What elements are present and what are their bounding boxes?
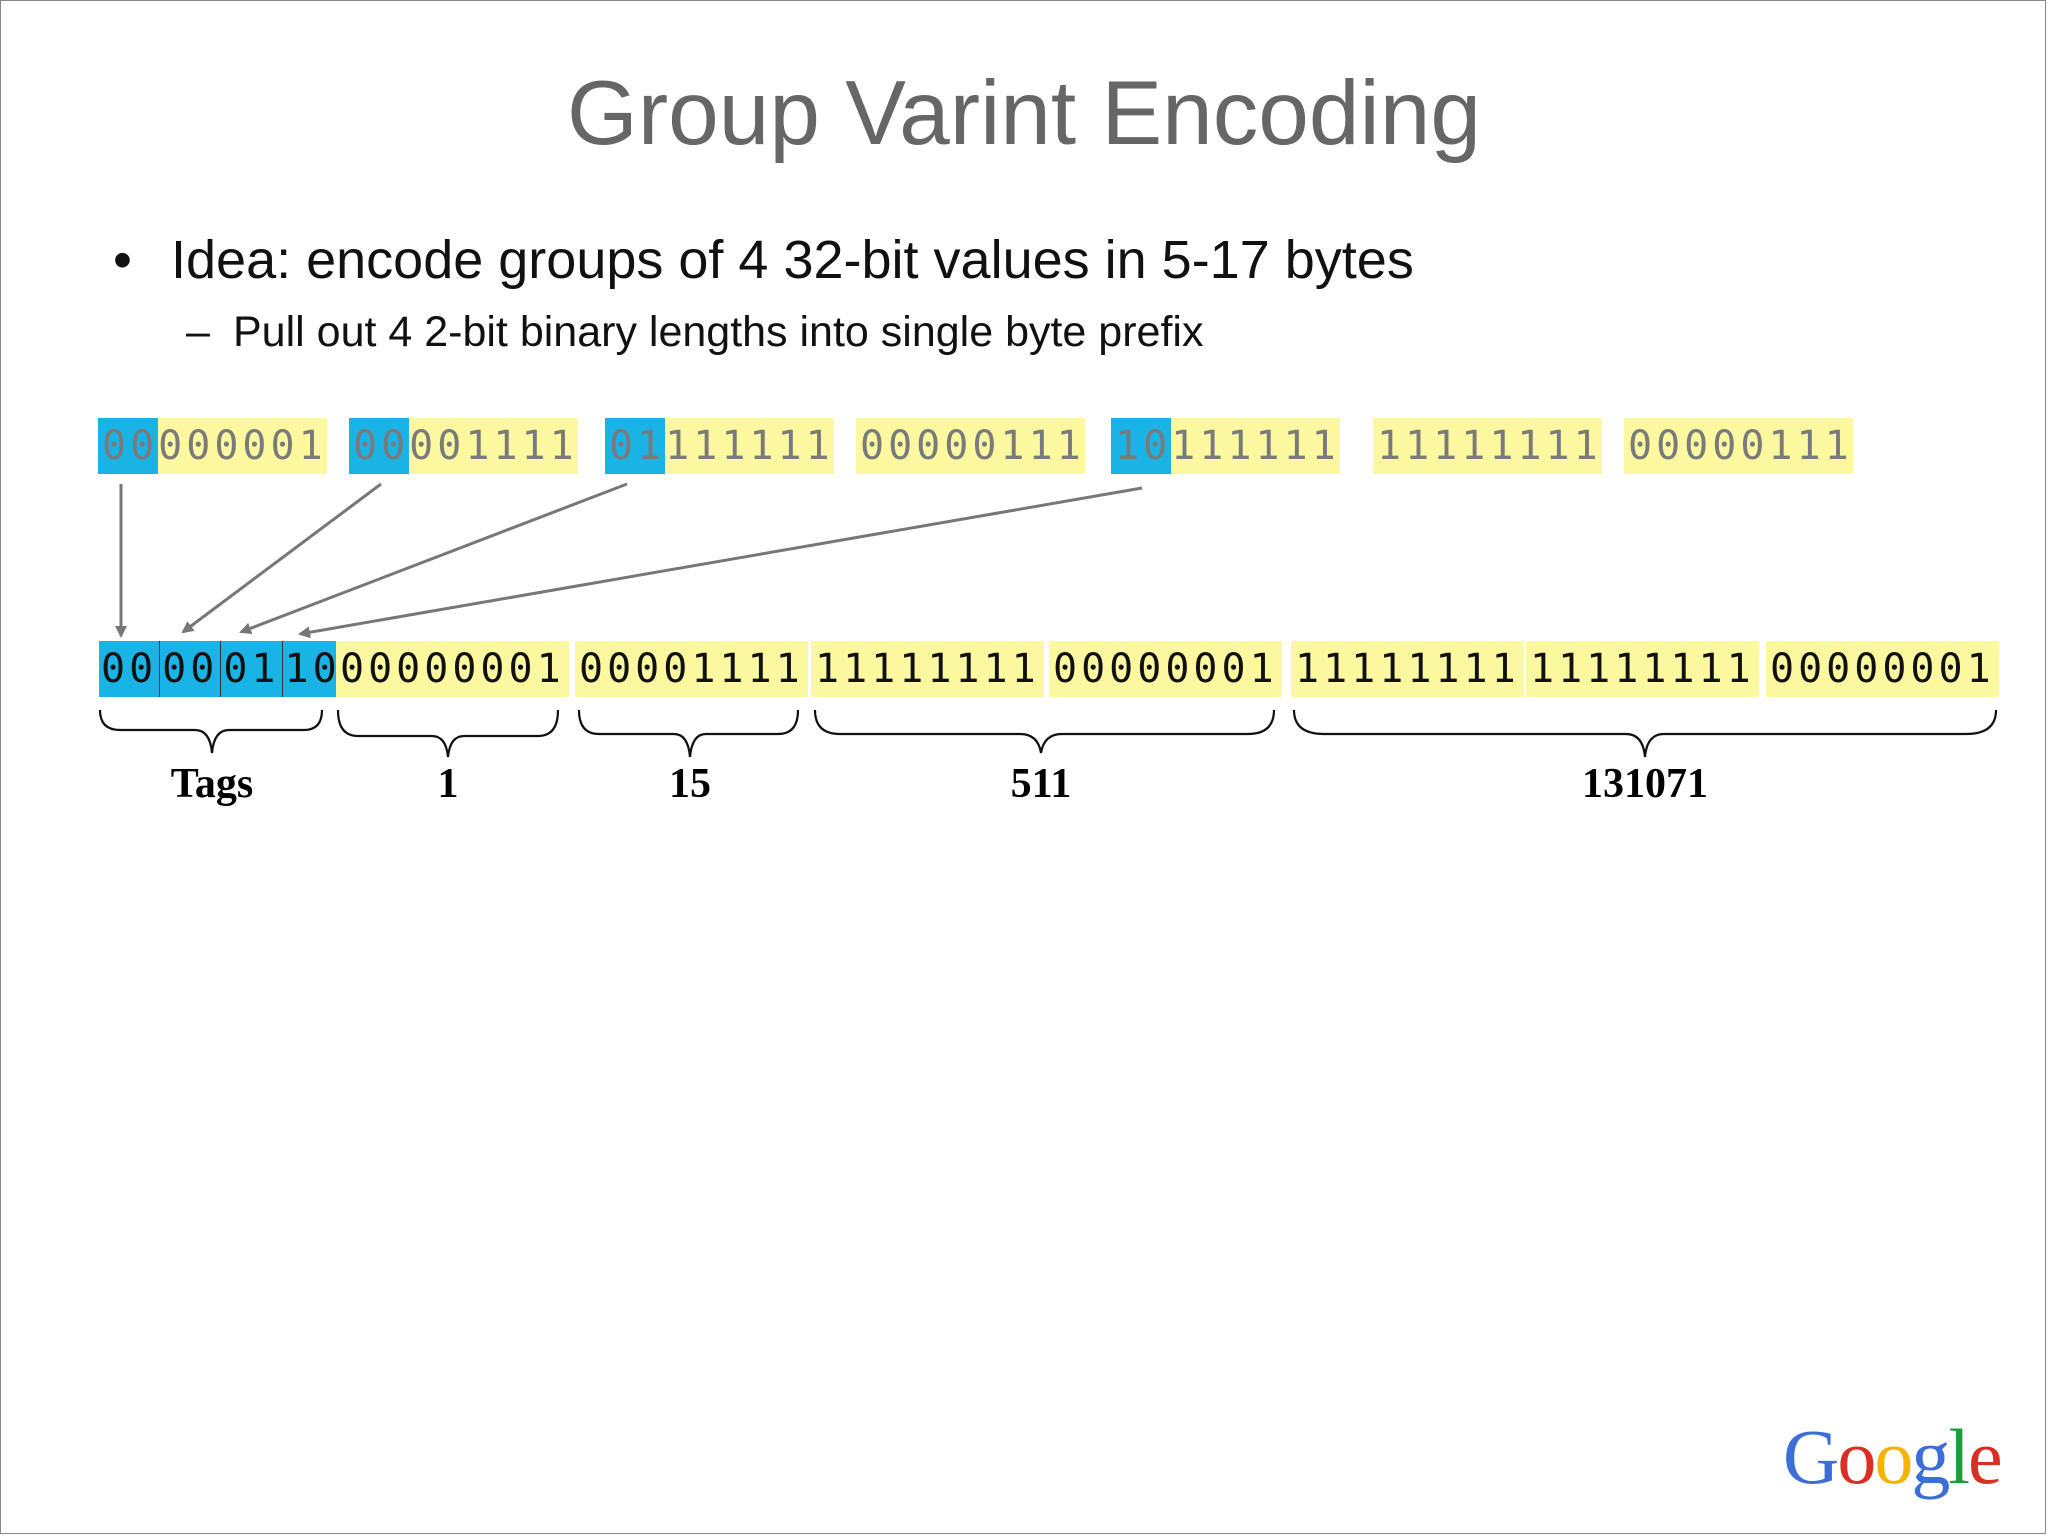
- input-byte-3-payload: 111111: [665, 418, 834, 474]
- arrow-4: [298, 486, 1143, 639]
- brace-value-4: [1292, 709, 1998, 758]
- label-tags: Tags: [170, 761, 254, 807]
- sub-bullet-text: Pull out 4 2-bit binary lengths into sin…: [233, 308, 1204, 356]
- input-byte-5-payload: 111111: [1171, 418, 1340, 474]
- input-byte-6: 11111111: [1373, 418, 1602, 474]
- input-byte-2-tag: 00: [349, 418, 410, 474]
- input-byte-1-payload: 000001: [158, 418, 327, 474]
- label-value-3: 511: [1010, 761, 1072, 807]
- input-byte-1: 00 000001: [98, 418, 327, 474]
- arrow-2: [181, 482, 382, 634]
- bullet-dot: •: [113, 230, 132, 290]
- input-byte-2: 00 001111: [349, 418, 578, 474]
- input-byte-4-payload: 00000111: [856, 418, 1085, 474]
- tag-bits-4: 10: [281, 641, 343, 697]
- input-byte-5-tag: 10: [1111, 418, 1172, 474]
- input-byte-6-payload: 11111111: [1373, 418, 1602, 474]
- tag-byte: 00 00 01 10: [99, 641, 343, 697]
- tag-bits-1: 00: [101, 646, 158, 692]
- input-byte-3: 01 111111: [605, 418, 834, 474]
- logo-letter-1: G: [1783, 1413, 1839, 1500]
- input-byte-7-payload: 00000111: [1624, 418, 1853, 474]
- tag-bits-2: 00: [159, 641, 220, 697]
- tag-bits-3: 01: [220, 641, 281, 697]
- output-byte-1: 00000001: [336, 641, 569, 697]
- slide-title: Group Varint Encoding: [567, 63, 1481, 164]
- output-byte-6: 11111111: [1526, 641, 1759, 697]
- logo-letter-2: o: [1837, 1413, 1876, 1500]
- output-byte-4: 00000001: [1049, 641, 1282, 697]
- output-byte-2: 00001111: [575, 641, 808, 697]
- logo-letter-5: l: [1948, 1413, 1970, 1500]
- main-bullet-text: Idea: encode groups of 4 32-bit values i…: [171, 230, 1414, 290]
- brace-tags: [98, 709, 324, 754]
- logo-letter-3: o: [1874, 1413, 1913, 1500]
- brace-value-1: [336, 709, 560, 758]
- label-value-2: 15: [669, 761, 711, 807]
- logo-letter-6: e: [1968, 1413, 2003, 1500]
- brace-value-2: [577, 709, 800, 758]
- brace-value-3: [813, 709, 1276, 754]
- output-byte-5: 11111111: [1291, 641, 1524, 697]
- output-byte-7: 00000001: [1766, 641, 1999, 697]
- label-value-4: 131071: [1582, 761, 1708, 807]
- input-byte-3-tag: 01: [605, 418, 666, 474]
- input-byte-7: 00000111: [1624, 418, 1853, 474]
- output-byte-3: 11111111: [811, 641, 1044, 697]
- input-byte-5: 10 111111: [1111, 418, 1340, 474]
- input-byte-2-payload: 001111: [409, 418, 578, 474]
- input-byte-4: 00000111: [856, 418, 1085, 474]
- sub-bullet-dash: –: [186, 308, 210, 356]
- arrow-3: [239, 482, 628, 635]
- google-logo: Google: [1783, 1418, 2003, 1496]
- input-byte-1-tag: 00: [98, 418, 159, 474]
- label-value-1: 1: [437, 761, 459, 807]
- logo-letter-4: g: [1911, 1413, 1950, 1500]
